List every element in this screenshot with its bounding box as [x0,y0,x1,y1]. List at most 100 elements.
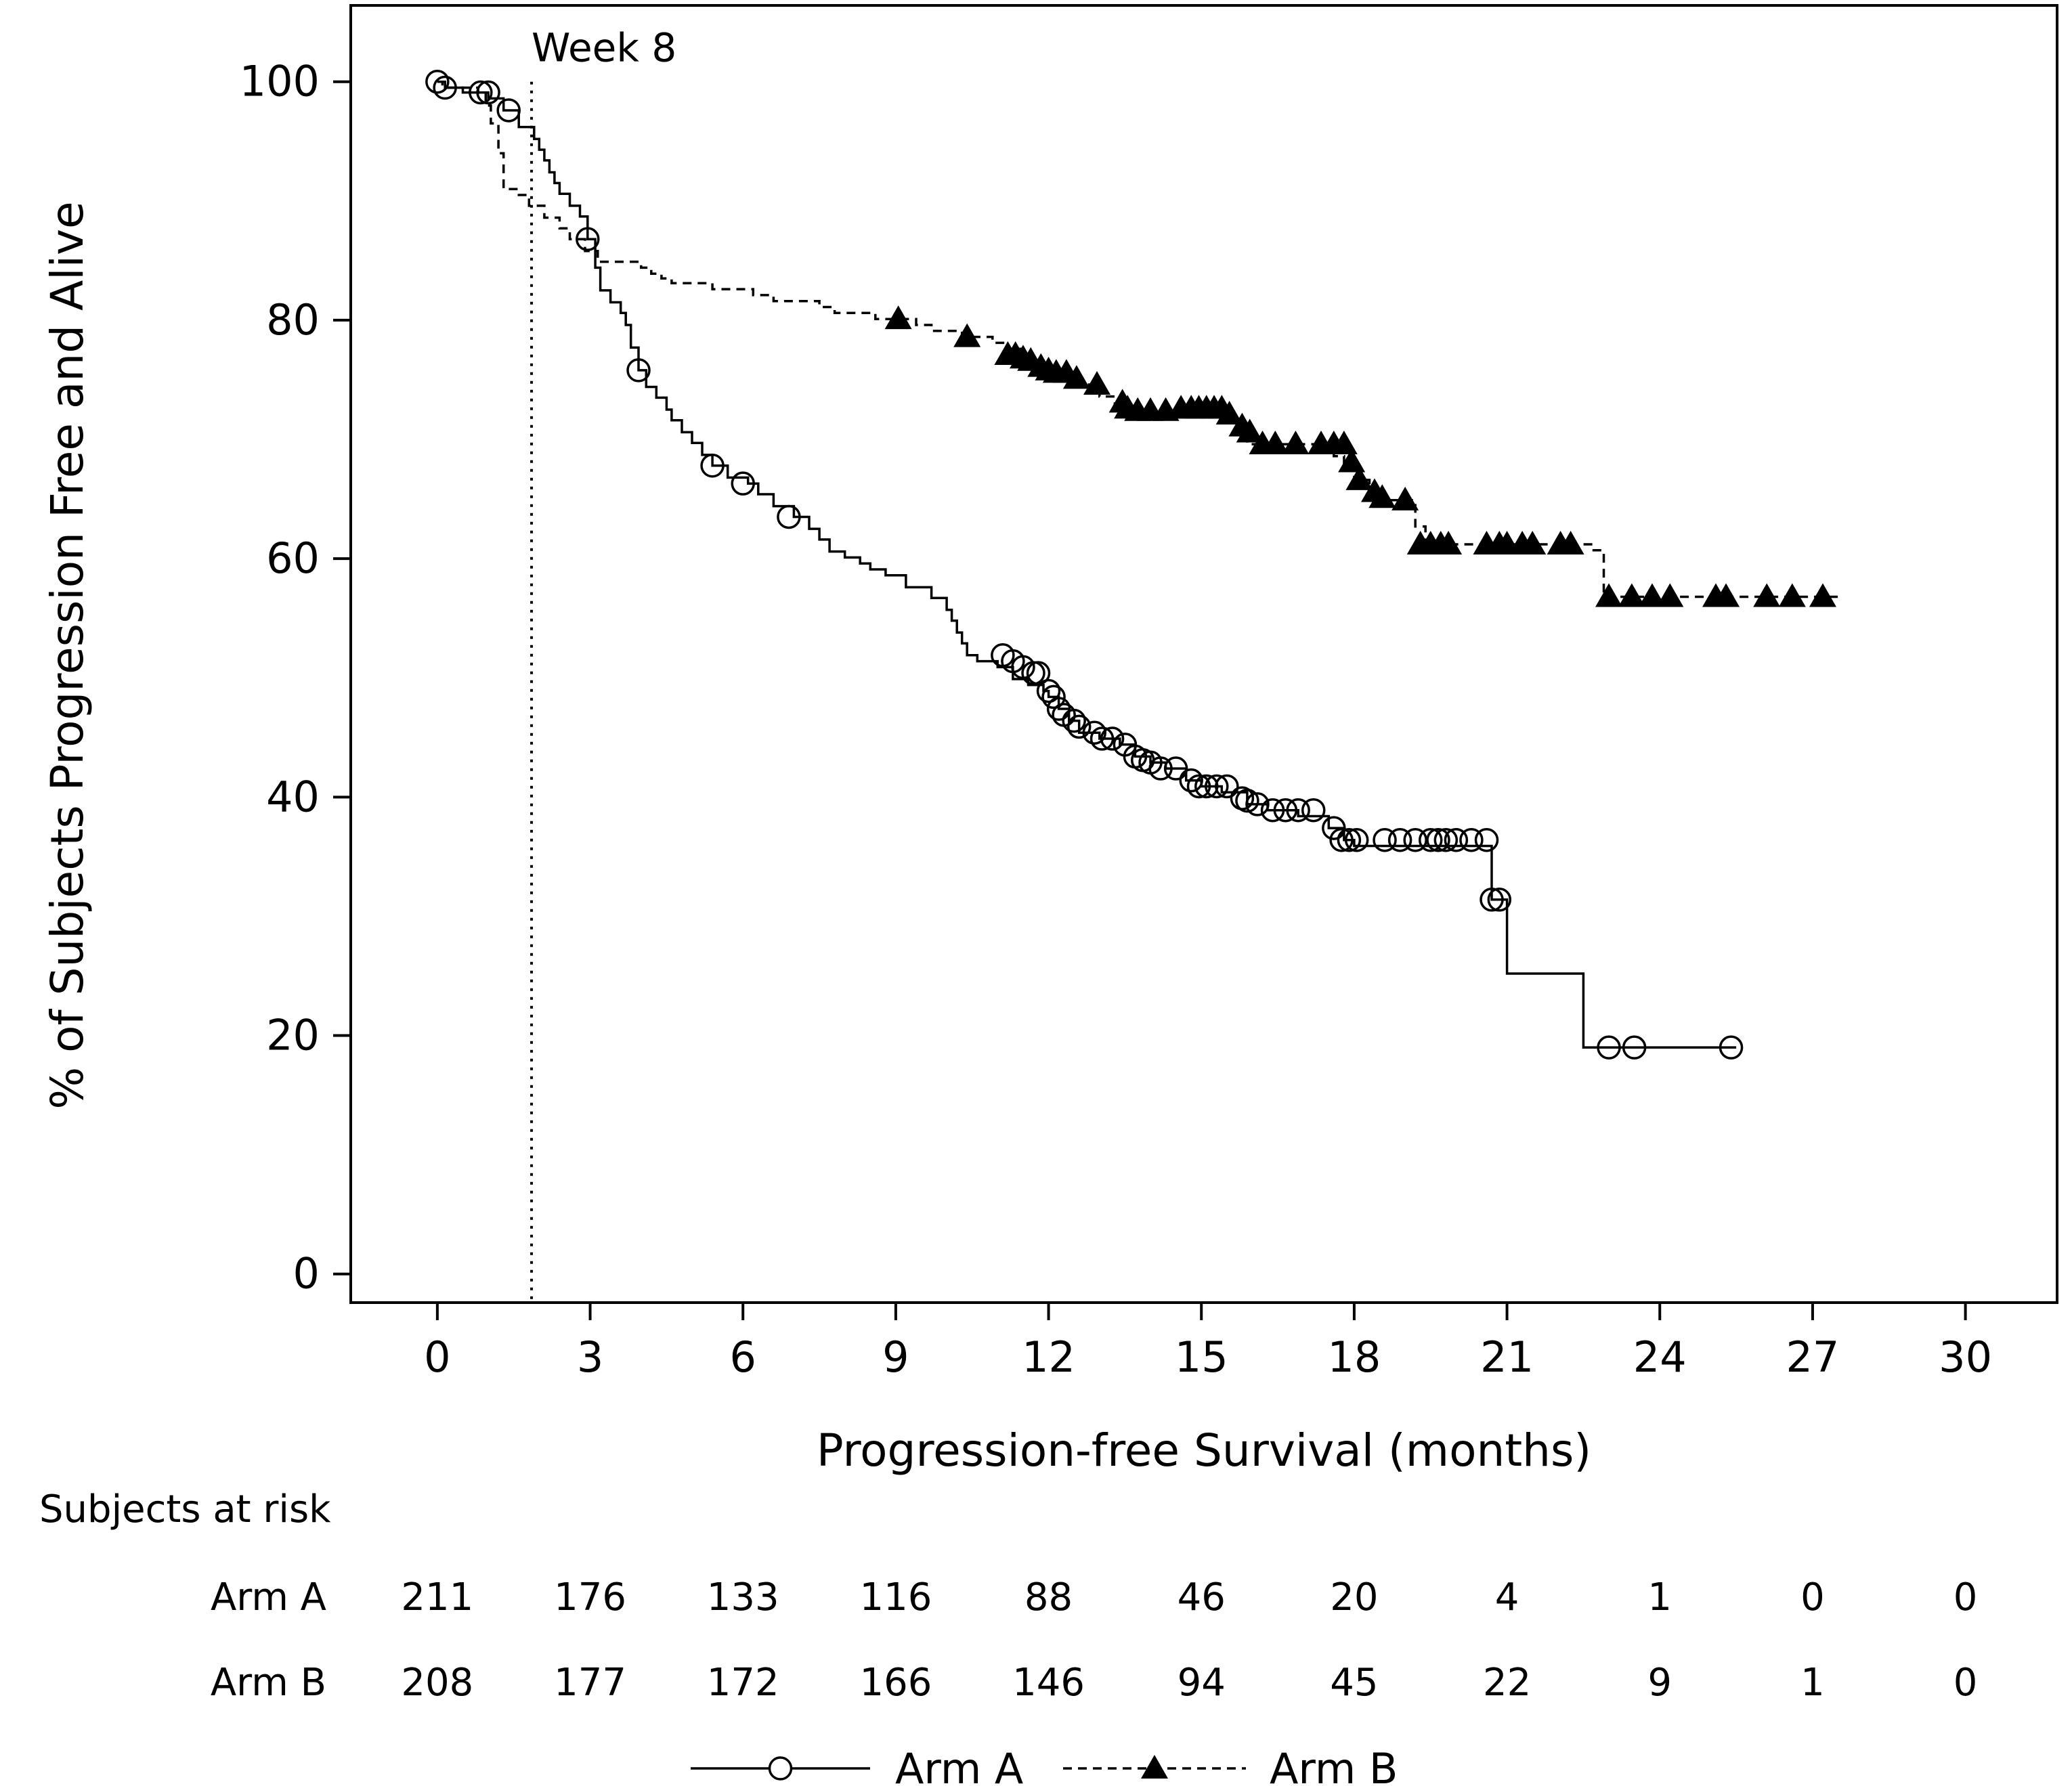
censor-mark [1435,530,1463,554]
risk-count: 166 [859,1661,932,1705]
censor-mark [1261,431,1289,455]
legend-marker [1141,1755,1168,1779]
risk-row-label: Arm A [211,1575,326,1619]
censor-mark [469,80,493,105]
censor-mark [1205,774,1229,799]
censor-mark [1083,371,1111,395]
censor-mark [953,323,981,347]
risk-table-heading: Subjects at risk [39,1487,331,1531]
risk-count: 177 [554,1661,626,1705]
censor-mark [1519,530,1547,554]
x-tick-label: 18 [1327,1332,1381,1382]
risk-count: 208 [401,1661,473,1705]
censor-mark [1215,401,1243,425]
risk-count: 176 [554,1575,626,1619]
censor-mark [1062,365,1090,389]
censor-mark [777,504,801,529]
risk-count: 46 [1178,1575,1226,1619]
risk-count: 4 [1495,1575,1519,1619]
censor-mark [1433,827,1459,852]
y-tick-label: 20 [266,1011,320,1060]
x-tick-label: 27 [1786,1332,1839,1382]
censor-mark [1656,583,1684,607]
censor-mark [1487,888,1512,912]
x-tick-label: 24 [1633,1332,1687,1382]
x-axis-title: Progression-free Survival (months) [817,1424,1591,1477]
x-axis: 0 3 6 9 12 15 18 21 24 27 30 [424,1303,1992,1382]
week8-label: Week 8 [532,25,676,71]
censor-mark [1186,774,1211,799]
censor-mark [1712,583,1740,607]
y-tick-label: 60 [266,533,320,583]
legend-label: Arm A [895,1744,1023,1786]
censor-mark [1337,827,1362,852]
censor-mark [1444,827,1469,852]
risk-count: 94 [1178,1661,1226,1705]
censor-mark [1753,583,1781,607]
series-line [437,80,1844,598]
x-tick-label: 21 [1480,1332,1534,1382]
censor-mark [1179,768,1203,793]
censor-mark [1338,448,1366,473]
censor-mark [1391,486,1419,510]
censor-mark [1418,827,1443,852]
plot-frame [349,4,2058,1304]
censor-mark [1282,431,1310,455]
censor-mark [731,471,755,496]
risk-table: Subjects at risk Arm A 211 176 133 116 88 46 20… [39,1487,1977,1705]
censor-mark [1345,466,1373,490]
censor-mark [425,69,450,94]
censor-mark [1286,798,1310,823]
legend-item: Arm A [691,1744,1023,1786]
censor-mark [1778,583,1806,607]
risk-count: 133 [707,1575,779,1619]
risk-count: 88 [1024,1575,1073,1619]
risk-count: 45 [1330,1661,1378,1705]
censor-mark [626,358,651,383]
y-tick-label: 100 [240,57,320,106]
risk-count: 172 [707,1661,779,1705]
censor-mark [1403,827,1427,852]
censor-mark [1041,684,1066,710]
series-arm-a [425,69,1744,1060]
risk-count: 9 [1647,1661,1672,1705]
censor-mark [1148,756,1173,781]
risk-count: 20 [1330,1575,1378,1619]
censor-mark [1082,720,1107,745]
x-tick-label: 3 [577,1332,603,1382]
censor-mark [1618,583,1645,607]
risk-row-label: Arm B [211,1661,326,1705]
censor-mark [1066,714,1092,739]
censor-mark [496,98,521,123]
censor-mark [1426,827,1450,852]
censor-mark [1301,798,1326,823]
censor-mark [1480,888,1504,912]
censor-mark [1459,827,1484,852]
censor-mark [1638,583,1666,607]
censor-mark [1194,774,1219,799]
x-tick-label: 0 [424,1332,450,1382]
censor-mark [1260,798,1285,823]
risk-count: 1 [1800,1661,1825,1705]
censor-mark [700,454,725,478]
series-line [437,80,1737,1049]
x-tick-label: 6 [729,1332,756,1382]
censor-mark [1245,792,1270,816]
x-tick-label: 15 [1175,1332,1228,1382]
x-tick-label: 30 [1939,1332,1992,1382]
legend-marker [768,1756,793,1781]
risk-count: 146 [1012,1661,1085,1705]
censor-mark [1089,726,1115,751]
y-tick-label: 0 [293,1249,320,1299]
censor-mark [1322,816,1346,840]
risk-count: 0 [1954,1661,1978,1705]
censor-mark [884,305,912,330]
censor-mark [1273,798,1298,823]
censor-mark [1330,431,1358,455]
censor-mark [1036,678,1061,703]
week8-reference: Week 8 [530,25,676,1303]
censor-mark [1215,774,1239,799]
censor-mark [1100,726,1125,751]
series-arm-b [437,80,1844,607]
censor-mark [1344,827,1369,852]
